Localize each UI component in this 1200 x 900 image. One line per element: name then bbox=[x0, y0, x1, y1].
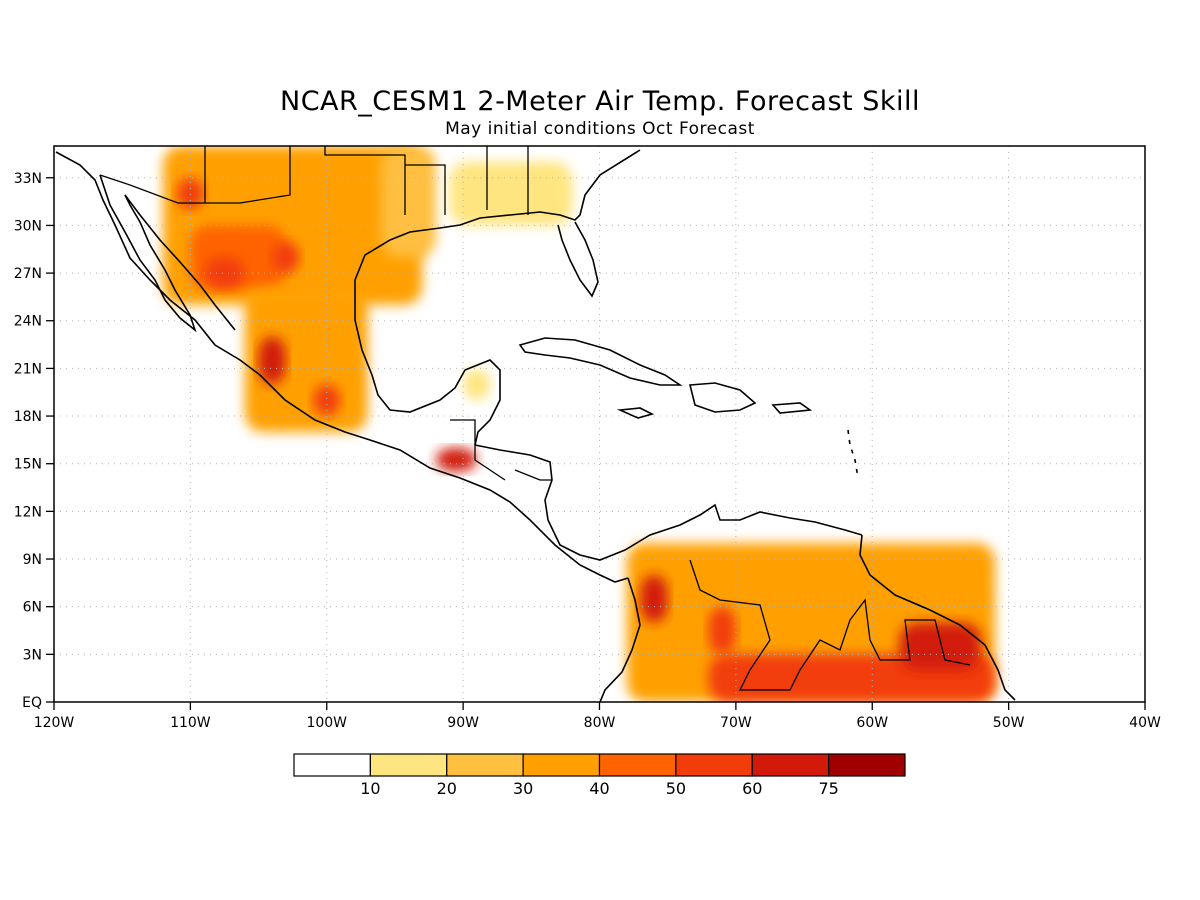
lat-tick-label: EQ bbox=[22, 695, 42, 711]
lat-tick-label: 27N bbox=[14, 266, 42, 282]
lon-tick-label: 100W bbox=[306, 715, 347, 731]
lat-tick-label: 12N bbox=[14, 504, 42, 520]
state-borders bbox=[204, 146, 529, 215]
cuba-outline bbox=[518, 337, 683, 386]
lon-tick-label: 120W bbox=[34, 715, 75, 731]
latitude-axis: EQ 3N 6N 9N 12N 15N 18N 21N 24N 27N 30N 33N bbox=[14, 171, 54, 711]
skill-region-guiana-hotspot bbox=[899, 622, 982, 671]
lon-tick-label: 80W bbox=[584, 715, 616, 731]
lat-tick-label: 3N bbox=[23, 647, 42, 663]
pacific-coastline bbox=[55, 151, 629, 583]
gulf-of-california-coastline bbox=[124, 194, 236, 331]
skill-region-guerrero-hotspot bbox=[313, 384, 341, 417]
lon-tick-label: 40W bbox=[1129, 715, 1161, 731]
longitude-axis: 120W 110W 100W 90W 80W 70W 60W 50W 40W bbox=[34, 702, 1161, 731]
skill-region-jalisco-hotspot bbox=[258, 336, 286, 385]
central-america-borders bbox=[450, 419, 552, 481]
colorbar-swatch bbox=[293, 753, 371, 777]
chart-subtitle: May initial conditions Oct Forecast bbox=[445, 119, 755, 139]
central-america-caribbean-coast bbox=[474, 444, 863, 561]
skill-region-sinaloa-hotspot bbox=[204, 257, 245, 289]
colorbar-label: 30 bbox=[513, 779, 533, 798]
colorbar: 10 20 30 40 50 60 75 bbox=[293, 753, 906, 798]
colorbar-swatch bbox=[598, 753, 677, 777]
colorbar-label: 20 bbox=[437, 779, 457, 798]
baja-california-coastline bbox=[99, 174, 197, 333]
skill-region-guatemala-hotspot bbox=[435, 447, 477, 472]
colorbar-label: 40 bbox=[589, 779, 609, 798]
lat-tick-label: 33N bbox=[14, 171, 42, 187]
lat-tick-label: 9N bbox=[23, 552, 42, 568]
gulf-coastline bbox=[354, 149, 641, 446]
colorbar-label: 10 bbox=[360, 779, 380, 798]
lon-tick-label: 70W bbox=[720, 715, 752, 731]
lat-tick-label: 30N bbox=[14, 218, 42, 234]
colorbar-swatch bbox=[828, 753, 906, 777]
lon-tick-label: 110W bbox=[170, 715, 211, 731]
skill-region-colombia-west-hotspot bbox=[640, 574, 668, 623]
south-america-coast bbox=[859, 534, 1016, 701]
lat-tick-label: 21N bbox=[14, 361, 42, 377]
chart-title: NCAR_CESM1 2-Meter Air Temp. Forecast Sk… bbox=[280, 86, 920, 117]
south-america-borders bbox=[689, 559, 971, 691]
colorbar-label: 75 bbox=[818, 779, 838, 798]
lat-tick-label: 18N bbox=[14, 409, 42, 425]
colorbar-label: 60 bbox=[742, 779, 762, 798]
colorbar-swatch bbox=[522, 753, 601, 777]
skill-region-yucatan-patch bbox=[463, 368, 491, 401]
colorbar-swatch bbox=[446, 753, 524, 777]
lat-tick-label: 15N bbox=[14, 457, 42, 473]
lat-tick-label: 6N bbox=[23, 600, 42, 616]
skill-region-chihuahua-hotspot bbox=[176, 177, 205, 210]
lon-tick-label: 50W bbox=[993, 715, 1025, 731]
lon-tick-label: 90W bbox=[447, 715, 479, 731]
skill-region-texas-gulf-coast bbox=[381, 146, 436, 258]
colorbar-swatch bbox=[369, 753, 448, 777]
south-america-pacific-coast bbox=[599, 577, 641, 702]
lesser-antilles bbox=[847, 429, 859, 479]
hispaniola-outline bbox=[688, 382, 757, 413]
colorbar-label: 50 bbox=[666, 779, 686, 798]
puerto-rico-outline bbox=[771, 402, 813, 414]
us-mexico-border bbox=[99, 146, 291, 204]
coastlines bbox=[55, 146, 1016, 702]
florida-coastline bbox=[557, 221, 599, 298]
colorbar-swatch bbox=[751, 753, 830, 777]
colorbar-swatch bbox=[675, 753, 753, 777]
skill-region-southeast-us bbox=[449, 161, 573, 226]
skill-region-colombia-east-hotspot bbox=[708, 606, 736, 655]
skill-region-coahuila-hotspot bbox=[272, 241, 300, 274]
skill-shading bbox=[163, 146, 995, 702]
jamaica-outline bbox=[616, 407, 655, 419]
lat-tick-label: 24N bbox=[14, 314, 42, 330]
lon-tick-label: 60W bbox=[856, 715, 888, 731]
